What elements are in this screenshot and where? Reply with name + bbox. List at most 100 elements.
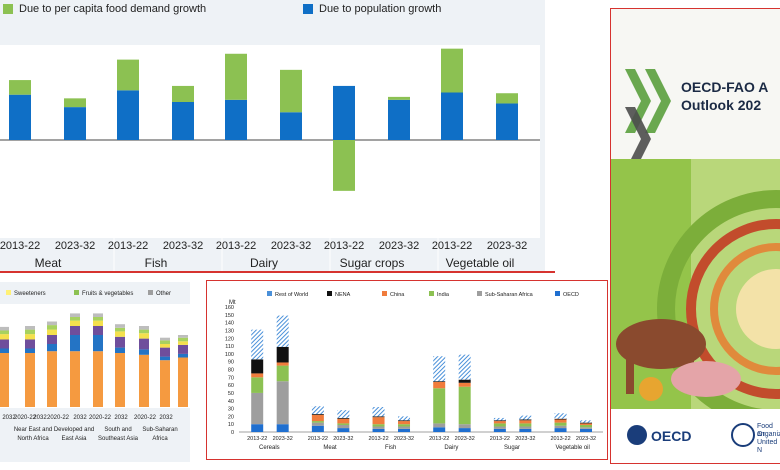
stacked-bar-segment [493,426,506,429]
legend-label: NENA [335,292,351,298]
stacked-bar-segment [160,347,170,357]
legend-swatch [74,290,79,295]
stacked-bar-segment [276,424,289,432]
stacked-bar-segment [70,335,80,352]
y-tick-label: 110 [225,344,234,350]
stacked-bar-segment [70,313,80,317]
bar-per-capita [225,53,247,100]
group-label: Sugar [504,445,520,451]
stacked-bar-segment [25,339,35,349]
group-label: Vegetable oil [555,445,589,451]
stacked-bar-segment [93,351,103,407]
cover-art [611,69,780,463]
stacked-bar-segment [433,388,446,424]
tick-label: 2032 [114,415,128,421]
y-tick-label: 20 [228,414,234,420]
stacked-bar-segment [47,335,57,344]
y-tick-label: 120 [225,336,234,342]
group-label: Sugar crops [340,256,405,270]
bar-population [388,99,410,140]
stacked-bar-segment [311,406,324,415]
tick-label: 2023-32 [576,436,596,442]
stacked-bar-segment [458,386,471,425]
y-tick-label: 80 [228,368,234,374]
group-label: Fish [385,445,396,451]
fao-text-3: United N [757,439,778,454]
legend-item-per-capita: Due to per capita food demand growth [3,3,206,15]
bottom-right-plot: Rest of World NENA China India Sub-Saharan A… [225,291,603,451]
stacked-bar-segment [70,317,80,321]
stacked-bar-segment [178,335,188,338]
stacked-bar-segment [433,381,446,382]
cover-arc [736,269,780,349]
legend-item-population: Due to population growth [303,3,441,15]
group-label: Vegetable oil [446,256,515,270]
stacked-bar-segment [0,353,9,407]
region-label: Africa [152,436,168,442]
tick-label: 2023-32 [271,240,311,252]
stacked-bar-segment [139,338,149,350]
stacked-bar-segment [554,413,567,419]
stacked-bar-segment [372,428,385,432]
stacked-bar-segment [433,423,446,428]
stacked-bar-segment [311,414,324,422]
tick-label: 2013-22 [490,436,510,442]
region-label: Sub-Saharan [142,427,177,433]
stacked-bar-segment [47,329,57,335]
group-label: Cereals [259,445,280,451]
tick-label: 2023-32 [379,240,419,252]
stacked-bar-segment [519,415,532,420]
tick-label: 2023-32 [515,436,535,442]
stacked-bar-segment [251,377,264,393]
stacked-bar-segment [178,341,188,345]
stacked-bar-segment [276,365,289,382]
y-tick-label: 50 [228,391,234,397]
stacked-bar-segment [160,360,170,407]
tick-label: 2020-22 [14,415,37,421]
stacked-bar-segment [519,423,532,427]
stacked-bar-segment [139,333,149,339]
stacked-bar-segment [70,351,80,407]
tick-label: 2020-22 [89,415,112,421]
bottom-right-chart: Rest of World NENA China India Sub-Saharan A… [206,280,608,460]
stacked-bar-segment [337,424,350,429]
stacked-bar-segment [93,326,103,335]
stacked-bar-segment [160,337,170,341]
legend-swatch-blue [303,4,313,14]
legend-label: Sweeteners [14,291,46,297]
region-label: North Africa [17,436,49,442]
region-label: Near East and [14,427,52,433]
bar-population [496,103,518,140]
legend-label: Due to population growth [319,3,442,15]
chevron-icon [625,107,651,171]
stacked-bar-segment [337,418,350,424]
stacked-bar-segment [25,334,35,340]
tick-label: 2013-22 [550,436,570,442]
legend-swatch [555,291,560,296]
tick-label: 2032 [2,415,16,421]
stacked-bar-segment [311,421,324,423]
stacked-bar-segment [580,423,593,425]
bar-per-capita [64,98,86,108]
stacked-bar-segment [519,419,532,421]
stacked-bar-segment [519,426,532,429]
tick-label: 2013-22 [216,240,256,252]
legend-label: Sub-Saharan Africa [485,292,534,298]
tick-label: 2023-32 [55,240,95,252]
bar-population [280,112,302,140]
y-tick-label: 10 [228,422,234,428]
stacked-bar-segment [458,379,471,383]
stacked-bar-segment [47,325,57,330]
y-tick-label: 40 [228,399,234,405]
y-tick-label: 60 [228,383,234,389]
tick-label: 2013-22 [368,436,388,442]
legend-swatch [148,290,153,295]
bottom-left-plot: Sweeteners Fruits & vegetables Other203220… [0,290,190,442]
stacked-bar-segment [251,424,264,432]
stacked-bar-segment [25,329,35,335]
tick-label: 2023-32 [163,240,203,252]
top-chart-plot: 2013-22 2023-32 2013-22 2023-32 2013-22 2023-… [0,45,540,272]
stacked-bar-segment [311,425,324,432]
bar-population [333,85,355,140]
bar-population [64,107,86,140]
